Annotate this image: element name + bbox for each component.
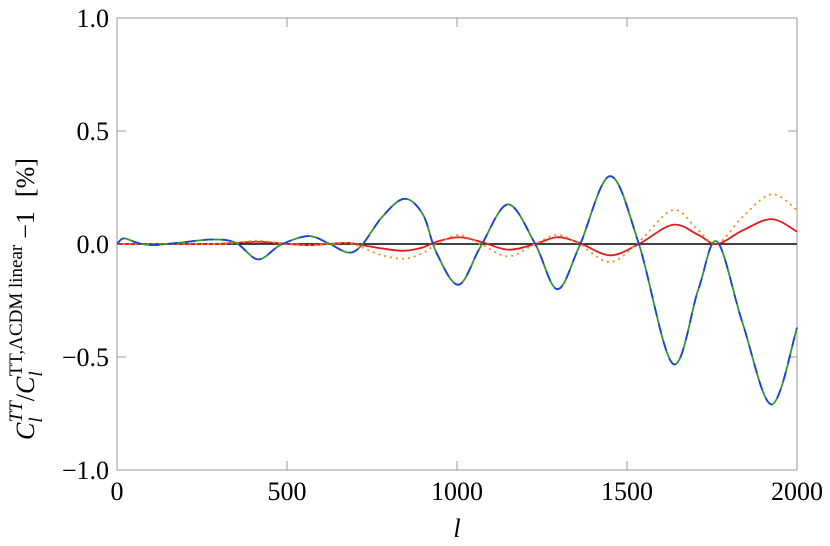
y-tick-label: −1.0	[62, 456, 109, 485]
x-tick-label: 0	[111, 477, 124, 506]
y-label-part: TT,ΛCDM linear	[6, 244, 27, 376]
series-line	[117, 218, 798, 257]
y-label-part: TT	[6, 400, 27, 423]
y-label-part: l	[26, 371, 47, 376]
series-line	[116, 175, 798, 406]
y-tick-label: 1.0	[77, 4, 110, 33]
series-line	[116, 175, 798, 406]
x-tick-label: 2000	[771, 477, 823, 506]
y-tick-label: 0.0	[77, 230, 110, 259]
x-tick-label: 1500	[601, 477, 653, 506]
series-line	[117, 193, 798, 263]
y-label-part: l	[26, 417, 47, 422]
y-label-part: C	[11, 376, 40, 394]
y-label-part: C	[11, 422, 40, 440]
y-label-part: /	[11, 393, 40, 401]
x-tick-label: 500	[268, 477, 307, 506]
y-label-part: [%]	[11, 158, 40, 197]
y-axis-label: ClTT/ClTT,ΛCDM linear−1[%]	[6, 158, 47, 440]
x-axis-label: l	[453, 514, 460, 543]
y-tick-label: −0.5	[62, 343, 109, 372]
y-label-part: −1	[11, 211, 40, 239]
x-tick-label: 1000	[431, 477, 483, 506]
y-tick-label: 0.5	[77, 117, 110, 146]
